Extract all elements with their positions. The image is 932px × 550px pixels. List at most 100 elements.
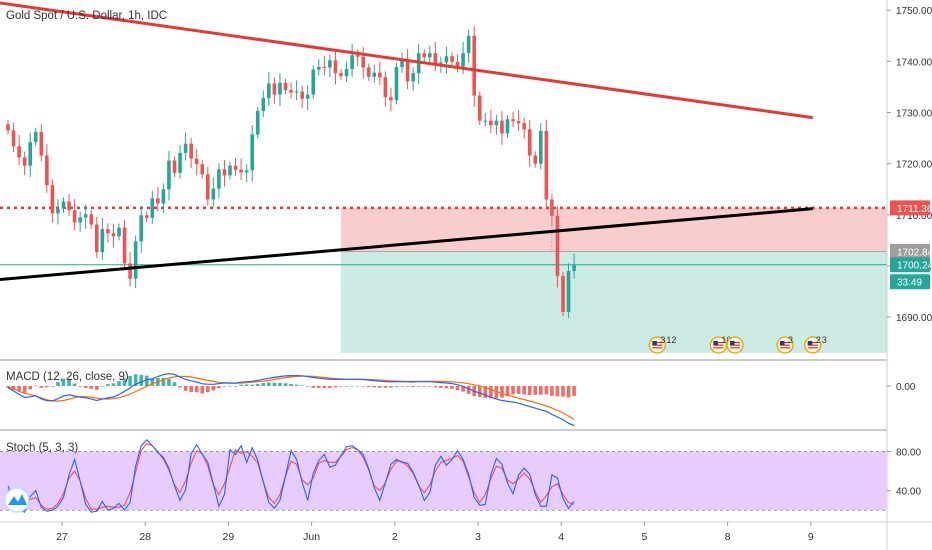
candle-body (472, 35, 476, 96)
macd-histogram-bar (366, 386, 371, 387)
macd-histogram-bar (83, 386, 88, 388)
macd-histogram-bar (544, 386, 549, 395)
candle-body (344, 69, 349, 77)
candle-body (183, 143, 188, 153)
candle-body (461, 53, 465, 67)
candle-body (267, 83, 271, 99)
macd-histogram-bar (267, 382, 271, 386)
price-label: 33:49 (897, 278, 922, 289)
price-label-box (890, 274, 930, 290)
candle-body (394, 66, 399, 101)
candle-body (106, 229, 110, 234)
flag-canton (713, 341, 718, 345)
candle-body (544, 130, 549, 200)
candle-body (539, 130, 543, 164)
candle-body (489, 120, 493, 126)
macd-histogram-bar (383, 386, 388, 388)
candle-body (194, 158, 199, 165)
macd-histogram-bar (289, 383, 293, 386)
macd-histogram-bar (106, 384, 110, 386)
candle-body (67, 201, 71, 211)
candle-body (400, 60, 404, 67)
ascending-trendline[interactable] (0, 207, 813, 281)
flag-stripe (780, 342, 790, 344)
macd-histogram-bar (389, 386, 393, 388)
macd-histogram-bar (194, 386, 199, 393)
tradingview-logo-icon[interactable] (4, 487, 30, 513)
macd-histogram-bar (228, 385, 232, 387)
candle-body (466, 35, 471, 54)
macd-histogram-bar (167, 379, 171, 386)
flag-stripe (730, 344, 741, 346)
macd-histogram-bar (144, 375, 149, 386)
macd-histogram-bar (244, 384, 249, 386)
macd-histogram-bar (428, 386, 432, 387)
candle-body (139, 215, 143, 242)
macd-histogram-bar (405, 386, 410, 387)
macd-histogram-bar (117, 381, 121, 386)
macd-histogram-bar (516, 386, 521, 394)
candle-body (261, 98, 266, 111)
macd-histogram-bar (11, 386, 16, 390)
macd-histogram-bar (222, 386, 227, 387)
economic-events-row[interactable]: 3 12 10 3 2 3 (648, 335, 827, 354)
macd-histogram-bar (378, 386, 382, 388)
macd-histogram-bar (172, 382, 177, 386)
macd-histogram-bar (422, 386, 427, 387)
candle-body (178, 152, 182, 173)
axis-tick-label: Jun (303, 531, 320, 543)
event-count: 3 (660, 335, 665, 345)
candle-body (483, 120, 488, 122)
descending-trendline[interactable] (0, 1, 813, 120)
event-marker[interactable] (726, 336, 744, 354)
candle-body (328, 60, 332, 68)
candle-body (122, 227, 127, 264)
macd-histogram-bar (511, 386, 515, 395)
macd-histogram-bar (233, 386, 238, 387)
candle-body (278, 82, 282, 95)
axis-tick-label: 80.00 (896, 448, 921, 459)
candle-body (167, 160, 171, 190)
candle-body (444, 56, 449, 63)
axis-tick-label: 8 (725, 531, 731, 543)
candle-body (355, 55, 360, 57)
stop-loss-zone[interactable] (341, 207, 887, 252)
candle-body (117, 227, 121, 237)
price-axis-labels: 1711.36 1702.84 1700.24 33:49 (890, 200, 932, 290)
candle-body (450, 56, 454, 62)
take-profit-zone[interactable] (341, 251, 887, 353)
price-label: 1700.24 (897, 261, 932, 272)
flag-stripe (780, 344, 790, 346)
candle-body (322, 66, 327, 68)
axis-tick-label: 9 (808, 531, 814, 543)
flag-canton (730, 341, 735, 345)
event-count: 3 (788, 335, 793, 345)
event-marker[interactable]: 3 12 (648, 335, 676, 354)
price-label-box (890, 200, 930, 216)
macd-histogram-bar (39, 386, 44, 388)
flag-stripe (713, 347, 724, 349)
macd-histogram-bar (189, 386, 193, 393)
event-marker[interactable]: 3 (776, 335, 794, 354)
time-axis[interactable]: 27 28 29 Jun 2 3 4 5 8 9 (56, 522, 814, 543)
axis-tick-label: 27 (56, 531, 68, 543)
axis-tick-label: 0.00 (896, 382, 916, 393)
macd-histogram-bar (489, 386, 493, 399)
candle-body (516, 121, 521, 124)
candle-body (61, 201, 66, 209)
flag-stripe (807, 347, 818, 349)
flag-canton (652, 341, 657, 345)
candle-body (6, 124, 10, 131)
candle-body (550, 199, 554, 216)
macd-histogram-bar (433, 386, 438, 388)
macd-histogram-bar (95, 386, 99, 390)
event-count: 2 (816, 335, 821, 345)
candle-body (561, 276, 565, 312)
macd-histogram-bar (272, 382, 277, 386)
candle-body (494, 120, 499, 126)
candle-body (566, 271, 571, 312)
flag-stripe (652, 342, 663, 344)
flag-stripe (730, 342, 741, 344)
